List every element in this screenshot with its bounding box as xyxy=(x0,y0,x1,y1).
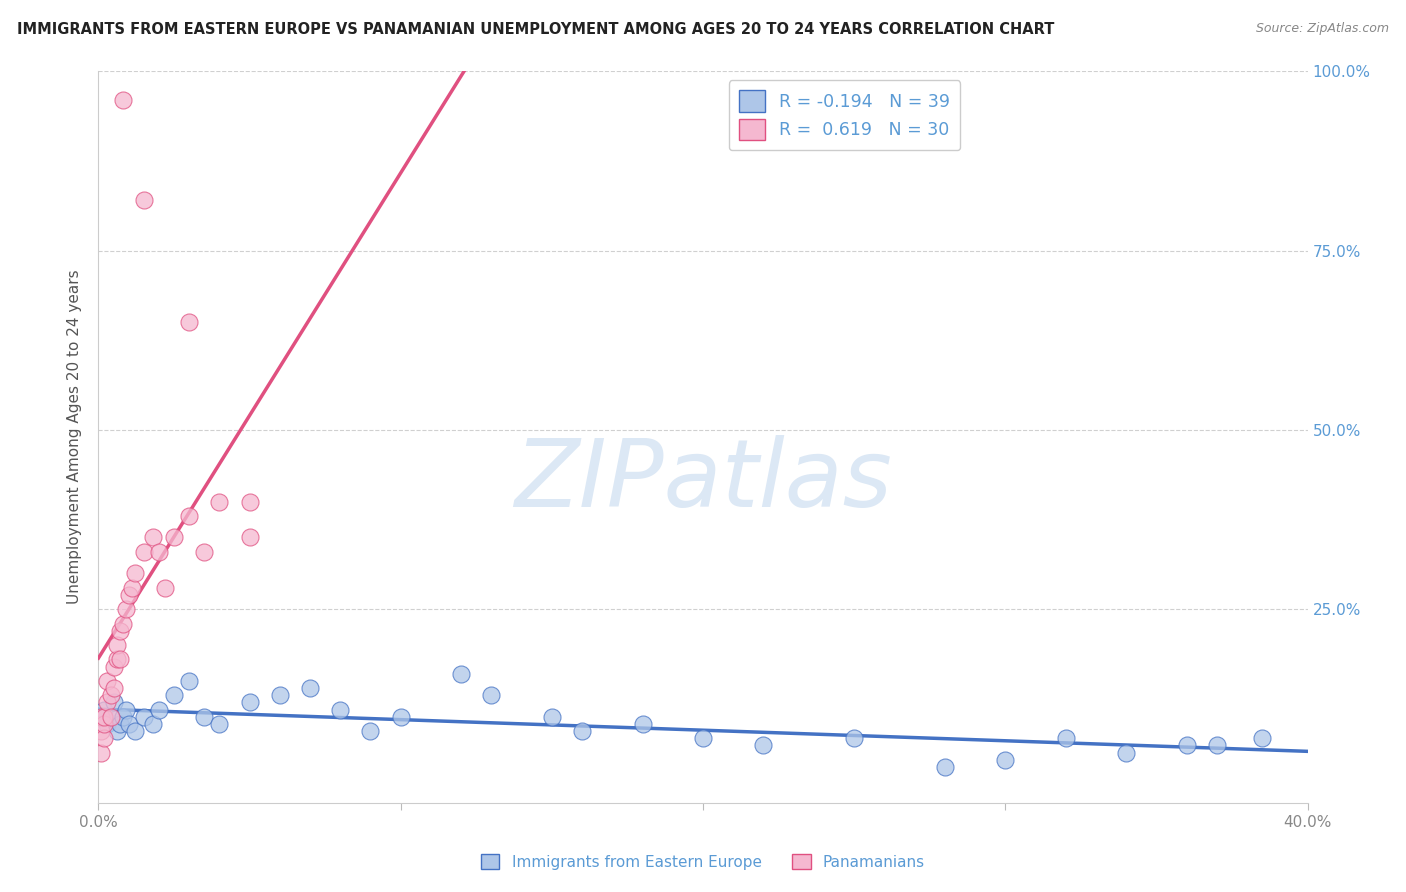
Point xyxy=(96,673,118,688)
Point xyxy=(752,739,775,753)
Point xyxy=(571,724,593,739)
Point xyxy=(329,702,352,716)
Point xyxy=(1206,739,1229,753)
Point xyxy=(100,688,122,702)
Point xyxy=(450,666,472,681)
Point xyxy=(179,508,201,523)
Point xyxy=(105,724,128,739)
Point xyxy=(132,194,155,208)
Point xyxy=(1175,739,1198,753)
Point xyxy=(90,710,112,724)
Point xyxy=(1115,746,1137,760)
Point xyxy=(132,545,155,559)
Point xyxy=(93,731,115,746)
Point xyxy=(111,93,134,107)
Text: Source: ZipAtlas.com: Source: ZipAtlas.com xyxy=(1256,22,1389,36)
Point xyxy=(239,494,262,508)
Point xyxy=(148,545,170,559)
Point xyxy=(540,710,562,724)
Point xyxy=(269,688,291,702)
Point xyxy=(132,710,155,724)
Point xyxy=(1054,731,1077,746)
Point xyxy=(90,710,112,724)
Point xyxy=(239,695,262,709)
Point xyxy=(105,652,128,666)
Point xyxy=(142,717,165,731)
Point xyxy=(148,702,170,716)
Point xyxy=(481,688,503,702)
Point xyxy=(153,581,176,595)
Point xyxy=(103,695,125,709)
Text: IMMIGRANTS FROM EASTERN EUROPE VS PANAMANIAN UNEMPLOYMENT AMONG AGES 20 TO 24 YE: IMMIGRANTS FROM EASTERN EUROPE VS PANAMA… xyxy=(17,22,1054,37)
Point xyxy=(96,695,118,709)
Point xyxy=(124,724,146,739)
Point xyxy=(90,724,112,739)
Point xyxy=(193,710,215,724)
Point xyxy=(692,731,714,746)
Point xyxy=(360,724,382,739)
Point xyxy=(93,710,115,724)
Legend: R = -0.194   N = 39, R =  0.619   N = 30: R = -0.194 N = 39, R = 0.619 N = 30 xyxy=(728,80,960,150)
Point xyxy=(179,315,201,329)
Point xyxy=(118,588,141,602)
Point xyxy=(93,717,115,731)
Point xyxy=(118,717,141,731)
Point xyxy=(299,681,322,695)
Point xyxy=(114,702,136,716)
Point xyxy=(994,753,1017,767)
Point xyxy=(111,710,134,724)
Point xyxy=(193,545,215,559)
Point xyxy=(934,760,956,774)
Point xyxy=(90,746,112,760)
Point xyxy=(208,717,231,731)
Point xyxy=(1251,731,1274,746)
Point xyxy=(163,688,186,702)
Point xyxy=(108,717,131,731)
Point xyxy=(631,717,654,731)
Point xyxy=(108,624,131,638)
Point xyxy=(124,566,146,581)
Point xyxy=(142,531,165,545)
Point xyxy=(111,616,134,631)
Text: ZIPatlas: ZIPatlas xyxy=(515,435,891,526)
Point xyxy=(93,702,115,716)
Point xyxy=(108,652,131,666)
Point xyxy=(100,710,122,724)
Point xyxy=(163,531,186,545)
Point xyxy=(179,673,201,688)
Point xyxy=(105,638,128,652)
Point xyxy=(103,681,125,695)
Point xyxy=(389,710,412,724)
Point xyxy=(103,659,125,673)
Point xyxy=(844,731,866,746)
Y-axis label: Unemployment Among Ages 20 to 24 years: Unemployment Among Ages 20 to 24 years xyxy=(67,269,83,605)
Point xyxy=(208,494,231,508)
Point xyxy=(114,602,136,616)
Point xyxy=(100,710,122,724)
Point xyxy=(239,531,262,545)
Point xyxy=(96,717,118,731)
Point xyxy=(121,581,143,595)
